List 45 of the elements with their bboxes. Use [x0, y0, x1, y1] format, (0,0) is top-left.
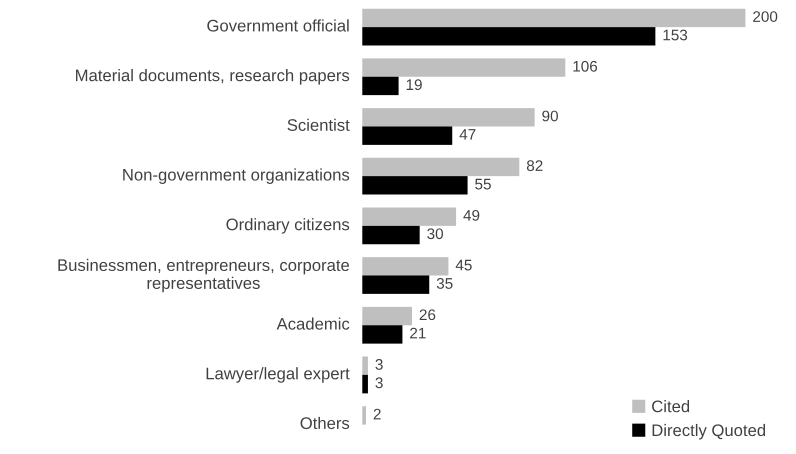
data-label: 21 — [410, 328, 426, 338]
bar — [362, 8, 746, 28]
data-label: 45 — [456, 260, 472, 270]
bar — [362, 257, 448, 276]
data-label: 55 — [475, 178, 491, 190]
legend-label: Cited — [652, 400, 690, 412]
bar — [362, 207, 456, 226]
bar — [362, 406, 366, 425]
legend-label: Directly Quoted — [652, 424, 766, 440]
y-tick-label: Academic — [276, 317, 350, 330]
data-label: 35 — [436, 278, 453, 289]
y-tick-label: Ordinary citizens — [226, 218, 350, 234]
y-tick-label: Lawyer/legal expert — [206, 367, 350, 383]
data-label: 200 — [753, 11, 778, 22]
data-label: 49 — [463, 210, 480, 221]
y-tick-label: Scientist — [288, 118, 350, 131]
y-tick-label: Others — [300, 416, 350, 430]
y-tick-label: Businessmen, entrepreneurs, corporate representatives — [58, 258, 350, 292]
data-label: 82 — [526, 160, 542, 172]
bar — [362, 158, 520, 176]
data-label: 30 — [427, 228, 444, 240]
data-label: 153 — [663, 30, 688, 40]
bar — [362, 226, 420, 244]
data-label: 19 — [406, 79, 422, 90]
data-label: 106 — [573, 60, 598, 72]
bar — [362, 306, 412, 326]
bar — [362, 356, 368, 375]
y-tick-label: Material documents, research papers — [76, 69, 350, 85]
data-label: 26 — [420, 309, 436, 320]
data-label: 90 — [542, 110, 558, 122]
bar — [362, 76, 399, 96]
bar — [362, 374, 368, 394]
bar — [362, 126, 452, 145]
y-tick-label: Non-government organizations — [123, 168, 350, 184]
y-tick-label: Government official — [207, 19, 349, 32]
data-label: 47 — [460, 129, 476, 140]
bar — [362, 176, 468, 195]
bar — [362, 276, 430, 294]
bar — [362, 27, 656, 46]
bar — [362, 325, 402, 344]
bar — [362, 58, 566, 77]
data-label: 2 — [374, 408, 381, 420]
bar — [362, 108, 535, 126]
data-label: 3 — [375, 377, 383, 388]
data-label: 3 — [375, 359, 383, 370]
